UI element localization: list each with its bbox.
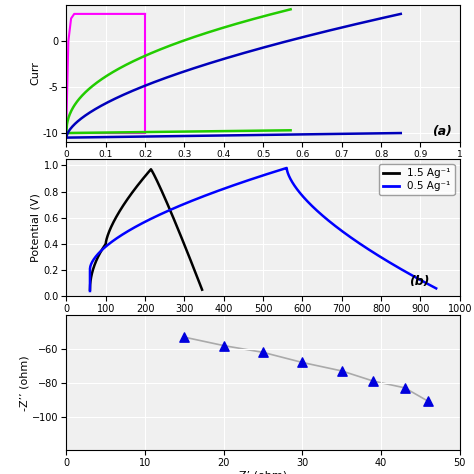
- X-axis label: Time(s): Time(s): [242, 317, 284, 327]
- Point: [338, 367, 346, 375]
- Y-axis label: Curr: Curr: [30, 62, 40, 85]
- Point: [181, 333, 188, 341]
- Point: [425, 398, 432, 405]
- X-axis label: Potential (V): Potential (V): [228, 162, 298, 172]
- Text: (b): (b): [409, 275, 429, 288]
- Y-axis label: Potential (V): Potential (V): [30, 193, 41, 262]
- Text: (a): (a): [432, 125, 452, 138]
- Y-axis label: -Z’’ (ohm): -Z’’ (ohm): [19, 355, 29, 410]
- X-axis label: Z’ (ohm): Z’ (ohm): [239, 471, 287, 474]
- Point: [401, 384, 409, 392]
- Point: [369, 377, 377, 385]
- Point: [299, 359, 306, 366]
- Legend: 1.5 Ag⁻¹, 0.5 Ag⁻¹: 1.5 Ag⁻¹, 0.5 Ag⁻¹: [379, 164, 455, 195]
- Point: [220, 342, 228, 349]
- Point: [259, 348, 267, 356]
